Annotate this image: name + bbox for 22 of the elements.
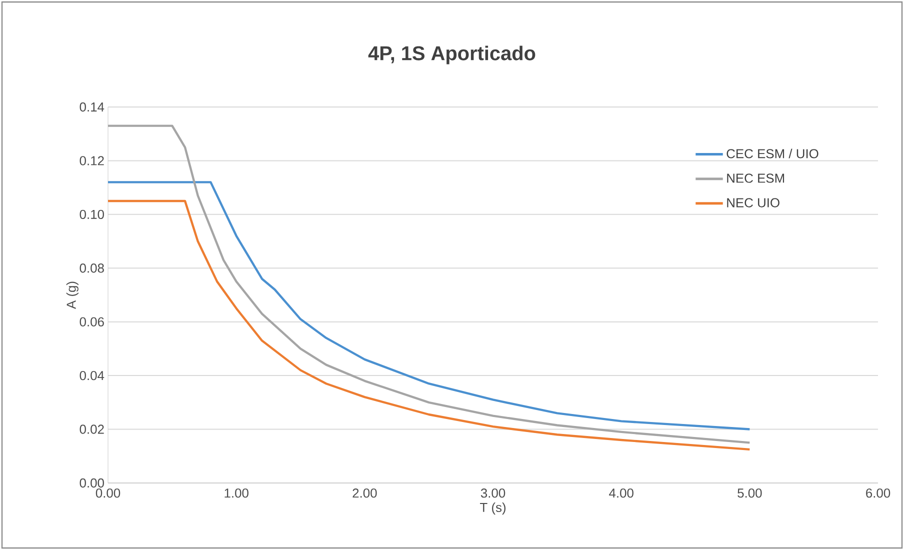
y-tick-label: 0.06 (80, 317, 104, 326)
y-tick-label: 0.08 (80, 264, 104, 273)
x-tick-label: 5.00 (738, 488, 762, 498)
legend-label: NEC UIO (727, 198, 780, 208)
x-tick-label: 4.00 (609, 488, 634, 498)
x-tick-label: 6.00 (866, 488, 890, 498)
y-tick-label: 0.02 (80, 424, 104, 434)
y-tick-label: 0.14 (80, 102, 104, 112)
x-tick-label: 2.00 (352, 488, 377, 498)
y-tick-label: 0.00 (80, 478, 104, 488)
chart-title: 4P, 1S Aporticado (368, 46, 536, 64)
line-series (108, 124, 751, 444)
legend-label: CEC ESM / UIO (726, 148, 818, 158)
y-tick-label: 0.10 (80, 210, 104, 219)
x-tick-label: 3.00 (480, 488, 506, 498)
x-tick-label: 1.00 (224, 488, 248, 498)
y-tick-label: 0.04 (80, 370, 104, 380)
x-axis-title: T (s) (480, 502, 506, 515)
x-tick-label: 0.00 (96, 488, 120, 498)
y-tick-label: 0.12 (80, 156, 104, 166)
y-axis-title: A (g) (66, 282, 78, 309)
legend-label: NEC ESM (727, 174, 784, 183)
